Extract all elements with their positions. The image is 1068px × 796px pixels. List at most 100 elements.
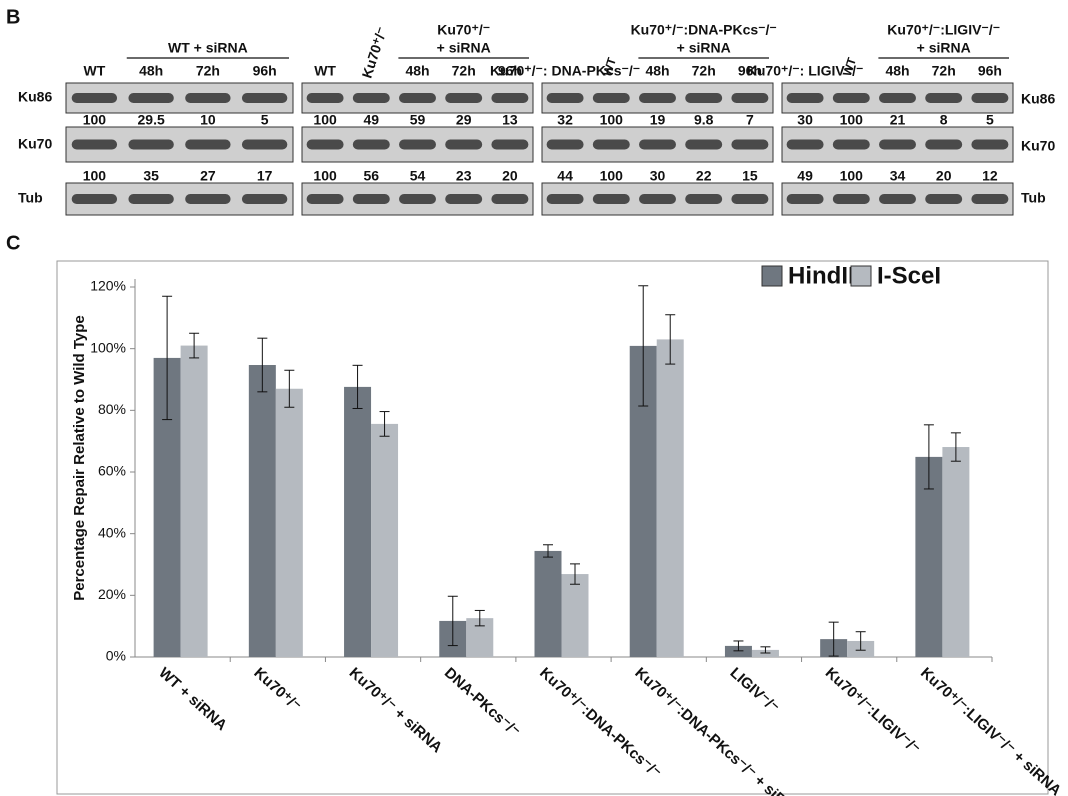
lane-label: 48h	[885, 63, 909, 79]
lane-label: 48h	[139, 63, 163, 79]
lane-label: Ku70⁺/⁻: DNA-PKcs⁻/⁻	[490, 63, 640, 79]
lane-label: WT	[83, 63, 105, 79]
quant-value: 22	[696, 168, 712, 184]
blot-band	[639, 140, 676, 150]
bar	[249, 365, 276, 657]
quant-value: 34	[890, 168, 906, 184]
blot-band	[879, 93, 916, 103]
quant-value: 29.5	[138, 112, 165, 128]
quant-value: 15	[742, 168, 758, 184]
quant-value: 12	[982, 168, 998, 184]
quant-value: 100	[600, 168, 624, 184]
row-label: Ku86	[18, 89, 52, 105]
quant-value: 44	[557, 168, 573, 184]
blot-band	[128, 93, 173, 103]
blot-band	[72, 140, 117, 150]
x-tick-label: Ku70⁺/⁻:LIGIV⁻/⁻ + siRNA	[917, 664, 1064, 796]
y-tick-label: 20%	[98, 586, 126, 602]
x-tick-label: Ku70⁺/⁻	[251, 664, 305, 715]
quant-value: 29	[456, 112, 472, 128]
blot-band	[307, 194, 344, 204]
quant-value: 10	[200, 112, 216, 128]
bar	[657, 339, 684, 657]
quant-value: 5	[986, 112, 994, 128]
blot-band	[353, 140, 390, 150]
quant-value: 49	[364, 112, 380, 128]
lane-label: 96h	[978, 63, 1002, 79]
bar	[344, 387, 371, 657]
blot-band	[879, 140, 916, 150]
bar	[562, 574, 589, 657]
quant-value: 27	[200, 168, 216, 184]
quant-value: 54	[410, 168, 426, 184]
blot-band	[307, 93, 344, 103]
quant-value: 56	[364, 168, 380, 184]
blot-band	[445, 93, 482, 103]
x-tick-label: Ku70⁺/⁻:LIGIV⁻/⁻	[822, 664, 923, 758]
quant-value: 13	[502, 112, 518, 128]
panel-label: B	[6, 6, 20, 28]
group-header: Ku70⁺/⁻:DNA-PKcs⁻/⁻	[631, 22, 777, 38]
blot-band	[491, 93, 528, 103]
blot-band	[787, 140, 824, 150]
blot-band	[445, 140, 482, 150]
blot-band	[971, 93, 1008, 103]
blot-band	[547, 140, 584, 150]
row-label: Tub	[18, 190, 43, 206]
quant-value: 59	[410, 112, 426, 128]
blot-band	[639, 93, 676, 103]
lane-label: WT	[314, 63, 336, 79]
blot-band	[593, 140, 630, 150]
quant-value: 100	[840, 112, 864, 128]
quant-value: 19	[650, 112, 666, 128]
quant-value: 17	[257, 168, 273, 184]
bar	[276, 389, 303, 657]
blot-band	[242, 93, 287, 103]
quant-value: 100	[83, 112, 107, 128]
y-tick-label: 80%	[98, 401, 126, 417]
quant-value: 20	[502, 168, 518, 184]
quant-value: 35	[143, 168, 159, 184]
legend-label: I-SceI	[877, 262, 941, 289]
bar	[942, 447, 969, 657]
blot-band	[639, 194, 676, 204]
x-tick-label: Ku70⁺/⁻ + siRNA	[346, 664, 446, 756]
y-tick-label: 60%	[98, 463, 126, 479]
quant-value: 30	[650, 168, 666, 184]
quant-value: 49	[797, 168, 813, 184]
y-tick-label: 40%	[98, 524, 126, 540]
legend-swatch	[762, 266, 782, 286]
quant-value: 100	[83, 168, 107, 184]
x-tick-label: WT + siRNA	[155, 664, 230, 734]
quant-value: 23	[456, 168, 472, 184]
blot-band	[833, 194, 870, 204]
blot-band	[925, 194, 962, 204]
blot-band	[971, 140, 1008, 150]
blot-band	[72, 93, 117, 103]
blot-band	[787, 93, 824, 103]
blot-band	[128, 194, 173, 204]
y-tick-label: 0%	[106, 648, 126, 664]
bar	[535, 551, 562, 657]
legend-swatch	[851, 266, 871, 286]
row-label: Ku70	[1021, 138, 1055, 154]
blot-band	[353, 93, 390, 103]
blot-band	[547, 93, 584, 103]
blot-band	[445, 194, 482, 204]
blot-band	[242, 194, 287, 204]
quant-value: 100	[600, 112, 624, 128]
figure: B Ku86Ku70TubKu86Ku70TubWT48h72h96hWT + …	[0, 0, 1068, 796]
blot-band	[185, 140, 230, 150]
row-label: Ku70	[18, 136, 52, 152]
quant-value: 32	[557, 112, 573, 128]
blot-band	[925, 93, 962, 103]
quant-value: 5	[261, 112, 269, 128]
group-header: + siRNA	[917, 40, 971, 56]
bar	[181, 346, 208, 657]
blot-band	[185, 93, 230, 103]
group-header: + siRNA	[437, 40, 491, 56]
y-tick-label: 100%	[90, 339, 126, 355]
blot-band	[731, 93, 768, 103]
lane-label: 48h	[405, 63, 429, 79]
